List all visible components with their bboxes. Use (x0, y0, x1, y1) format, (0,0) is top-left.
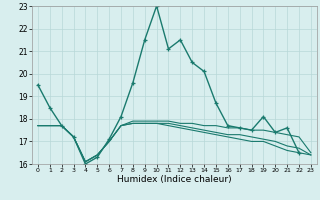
X-axis label: Humidex (Indice chaleur): Humidex (Indice chaleur) (117, 175, 232, 184)
